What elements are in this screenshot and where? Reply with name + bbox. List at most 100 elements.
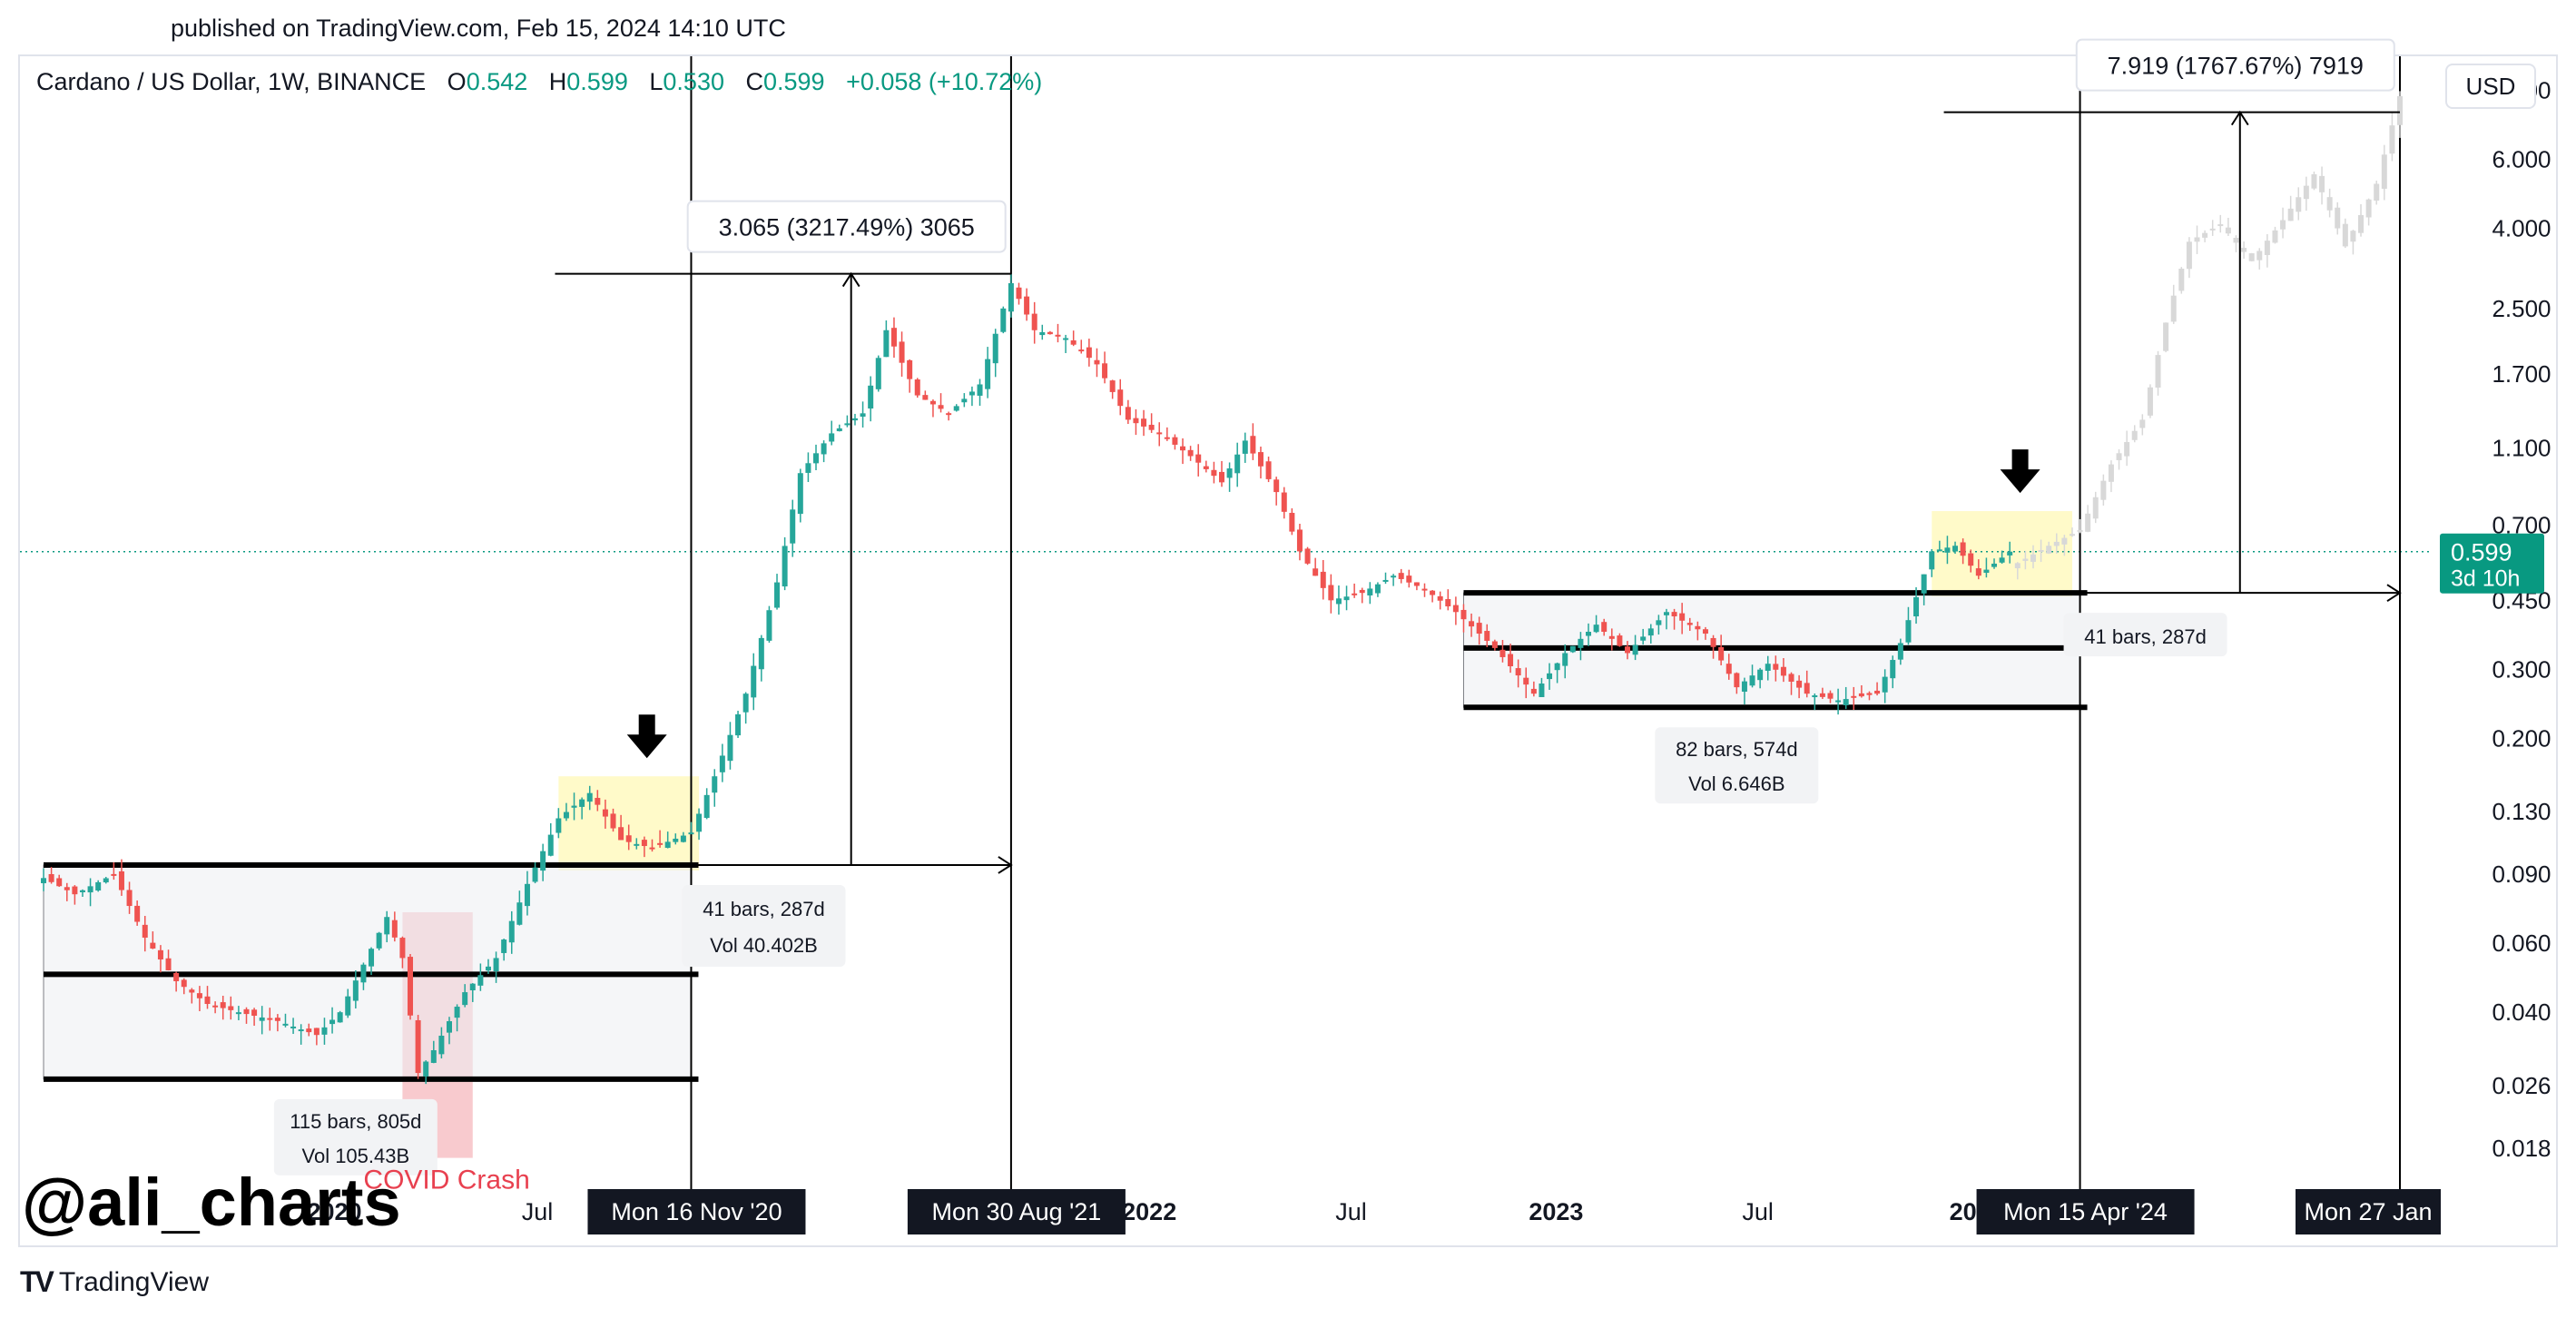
projected-candle (2335, 207, 2341, 229)
candle (1851, 695, 1857, 698)
open-label: O (447, 68, 467, 95)
candle (173, 972, 180, 981)
projected-candle (2194, 237, 2200, 242)
close-value: 0.599 (763, 68, 825, 95)
candle (1726, 664, 1732, 674)
x-tick-label: 2022 (1122, 1198, 1176, 1225)
projected-candle (2248, 253, 2255, 261)
projected-candle (2374, 183, 2380, 201)
candle (1445, 599, 1451, 607)
candle (1686, 623, 1693, 625)
down-arrow-icon-2 (2000, 449, 2040, 494)
candle (1226, 468, 1233, 478)
candle (1102, 363, 1108, 379)
candle (922, 395, 929, 400)
candle (95, 881, 102, 891)
candle (2007, 551, 2013, 556)
measure-up-arrow-2 (2230, 110, 2249, 126)
candle (352, 980, 359, 1001)
candle (1983, 569, 1990, 574)
candle (360, 964, 367, 983)
candle (1617, 635, 1623, 646)
candle (938, 405, 944, 409)
candle (1554, 663, 1560, 671)
marker-date-box-3 (1976, 1189, 2195, 1234)
candle (1125, 407, 1131, 420)
candle (547, 834, 554, 856)
candle (1960, 542, 1966, 556)
candle (1008, 282, 1014, 312)
candle (1679, 613, 1686, 621)
candle (204, 996, 211, 1005)
candle (79, 890, 85, 892)
candle (1632, 644, 1638, 655)
marker-date-label-4: Mon 27 Jan (2304, 1198, 2432, 1225)
measure-stats-box-1 (682, 884, 846, 967)
current-price-tag (2440, 533, 2544, 594)
candle (415, 1019, 421, 1074)
candle (408, 957, 414, 1016)
low-label: L (649, 68, 664, 95)
candle (1562, 653, 1568, 666)
candle (1523, 677, 1529, 685)
candle (1391, 575, 1397, 578)
published-caption: published on TradingView.com, Feb 15, 20… (171, 15, 786, 42)
candle (1086, 347, 1092, 359)
range-stats-box-2 (1655, 727, 1819, 804)
projected-candle (2061, 537, 2068, 545)
projected-candle (2116, 453, 2122, 460)
candle (868, 385, 874, 409)
candle (1843, 699, 1849, 705)
candle (1289, 513, 1295, 532)
candle (883, 330, 890, 358)
candle (556, 818, 562, 833)
candle (41, 878, 46, 884)
candle (516, 902, 523, 925)
candle (641, 840, 647, 847)
candle (1741, 681, 1747, 692)
candle (1819, 693, 1825, 697)
tradingview-logo[interactable]: TV TradingView (20, 1265, 209, 1299)
candle (1352, 593, 1358, 595)
candle (501, 939, 507, 953)
candle (1952, 546, 1959, 552)
candle (1905, 620, 1912, 643)
projected-candle (2225, 227, 2231, 234)
candle (1944, 547, 1951, 553)
y-tick-label: 0.018 (2492, 1135, 2551, 1162)
y-tick-label: 4.000 (2492, 215, 2551, 242)
candle (540, 851, 546, 871)
candle (610, 813, 616, 829)
projected-candle (2022, 558, 2029, 561)
candle (1975, 568, 1981, 576)
chart-frame[interactable] (18, 54, 2558, 1247)
candle (1710, 637, 1716, 647)
candle (508, 920, 515, 943)
candle (329, 1019, 336, 1025)
candle (1437, 595, 1443, 601)
projected-candle (2287, 208, 2294, 221)
range-vol-label-2: Vol 6.646B (1688, 772, 1785, 795)
candle (1890, 660, 1896, 679)
projected-candle (2014, 563, 2020, 569)
candle (1647, 628, 1654, 636)
candle (1858, 693, 1864, 697)
currency-button[interactable]: USD (2445, 64, 2536, 109)
measure-top-label-1: 3.065 (3217.49%) 3065 (719, 214, 975, 241)
projected-candle (2303, 185, 2309, 200)
projected-candle (2077, 529, 2083, 532)
candle (1929, 551, 1935, 570)
projected-candle (2350, 231, 2356, 242)
projected-candle (2186, 241, 2192, 270)
candle (1141, 418, 1147, 427)
candle (111, 873, 117, 876)
candle (524, 883, 530, 907)
candle (1788, 674, 1794, 682)
candle (977, 384, 983, 396)
candle (1430, 590, 1436, 595)
candle (953, 406, 959, 411)
projected-candle (2296, 197, 2302, 212)
candle (1281, 492, 1287, 512)
bar-countdown: 3d 10h (2451, 566, 2520, 592)
